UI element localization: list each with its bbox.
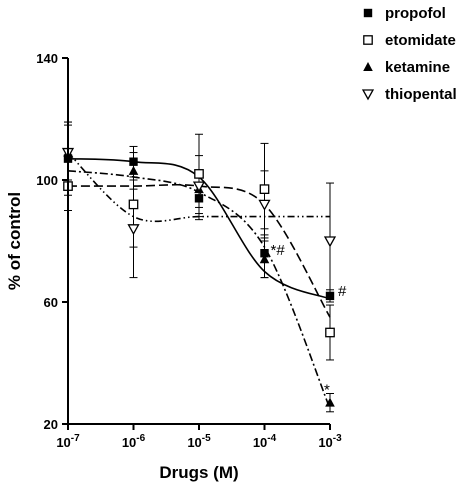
x-axis-title: Drugs (M) — [159, 463, 238, 482]
significance-mark: * — [324, 382, 330, 399]
error-bars — [64, 121, 334, 413]
x-tick-label: 10-6 — [122, 433, 146, 450]
legend-marker — [361, 89, 375, 101]
data-markers — [61, 147, 337, 407]
data-point-ketamine — [259, 254, 270, 264]
data-point-ketamine — [325, 397, 335, 407]
data-point-etomidate — [194, 169, 204, 179]
legend-label: etomidate — [385, 32, 456, 49]
legend-marker — [363, 35, 373, 45]
legend: propofol etomidate ketamine thiopental — [361, 5, 457, 103]
y-tick-label: 140 — [36, 51, 58, 66]
legend-item-ketamine: ketamine — [363, 59, 450, 76]
significance-mark: # — [338, 283, 347, 300]
data-point-ketamine — [128, 165, 139, 175]
data-point-thiopental — [192, 181, 206, 193]
axes: 20 60 100 140 10-7 10-6 10-5 10-4 10-3 Drugs (M)%… — [5, 51, 342, 482]
fit-curve-etomidate — [68, 183, 331, 318]
data-point-propofol — [325, 291, 335, 301]
legend-marker — [363, 8, 373, 18]
legend-marker — [363, 62, 373, 71]
data-point-propofol — [260, 249, 269, 258]
legend-item-etomidate: etomidate — [363, 32, 456, 49]
legend-label: propofol — [385, 5, 446, 22]
legend-item-thiopental: thiopental — [361, 86, 457, 103]
x-tick-label: 10-5 — [187, 433, 211, 450]
legend-item-propofol: propofol — [363, 5, 446, 22]
y-tick-label: 60 — [44, 295, 58, 310]
data-point-thiopental — [127, 224, 140, 236]
data-point-propofol — [194, 194, 204, 203]
data-point-etomidate — [325, 327, 335, 338]
data-point-thiopental — [323, 236, 337, 248]
y-axis-title: % of control — [5, 192, 24, 290]
legend-label: ketamine — [385, 59, 450, 76]
y-tick-label: 20 — [44, 417, 58, 432]
significance-mark: *# — [271, 242, 286, 259]
significance-annotations: *# # * — [271, 242, 348, 398]
y-tick-label: 100 — [36, 173, 58, 188]
x-tick-label: 10-7 — [56, 433, 80, 450]
data-point-etomidate — [259, 184, 270, 194]
data-point-etomidate — [128, 199, 139, 210]
data-point-thiopental — [258, 199, 271, 211]
x-tick-label: 10-3 — [318, 433, 342, 450]
x-tick-label: 10-4 — [253, 433, 277, 450]
fit-curve-ketamine — [67, 170, 331, 410]
data-point-propofol — [129, 157, 138, 166]
legend-label: thiopental — [385, 86, 457, 103]
